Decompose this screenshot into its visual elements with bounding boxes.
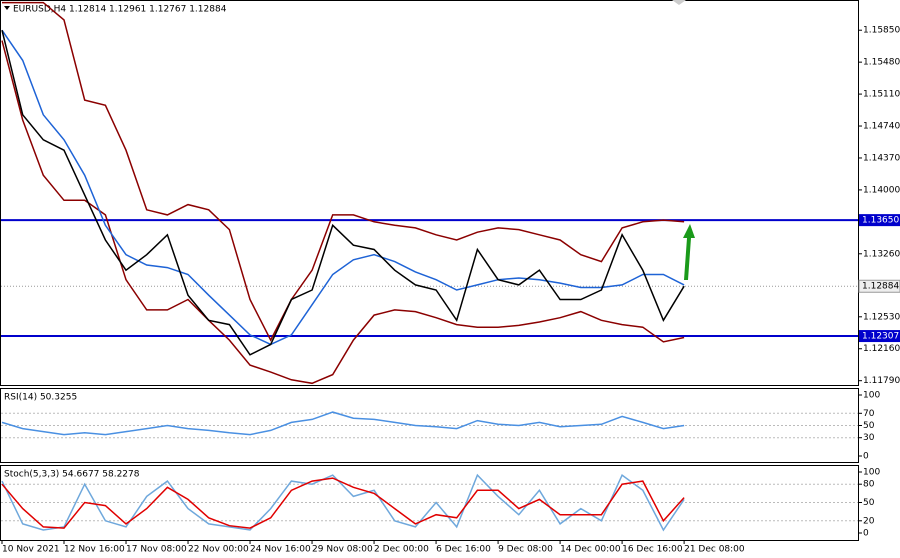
menu-arrow	[4, 6, 10, 10]
y-tick-label: 1.14370	[863, 153, 900, 163]
y-tick-label: 0	[863, 529, 869, 539]
x-tick-label: 6 Dec 16:00	[436, 545, 491, 555]
series-line	[1, 30, 685, 356]
main-panel	[0, 0, 859, 386]
y-tick-label: 1.15110	[863, 90, 900, 100]
y-tick-label: 1.15480	[863, 58, 900, 68]
y-tick-label: 1.13260	[863, 249, 900, 259]
series-line	[1, 411, 685, 436]
y-tick-label: 100	[863, 391, 880, 401]
level-label-box	[859, 214, 900, 227]
y-tick-label: 1.12530	[863, 312, 900, 322]
x-tick-label: 21 Dec 08:00	[684, 545, 745, 555]
y-tick-label: 30	[863, 433, 875, 443]
series-line	[2, 1, 685, 342]
current-price-box	[858, 279, 900, 293]
x-tick-label: 9 Dec 08:00	[498, 545, 553, 555]
shift-marker	[672, 0, 686, 5]
level-label: 1.12307	[862, 332, 899, 342]
x-tick-label: 29 Nov 08:00	[312, 545, 373, 555]
x-tick-label: 12 Nov 16:00	[64, 545, 125, 555]
panel-title: RSI(14) 50.3255	[4, 393, 77, 403]
y-tick-label: 20	[863, 516, 875, 526]
series-line	[1, 29, 685, 346]
x-tick-label: 14 Dec 00:00	[560, 545, 621, 555]
x-tick-label: 17 Nov 08:00	[126, 545, 187, 555]
y-tick-label: 1.11790	[863, 376, 900, 386]
level-label-box	[859, 330, 900, 343]
x-tick-label: 22 Nov 00:00	[188, 545, 249, 555]
current-price-label: 1.12884	[862, 282, 899, 292]
y-tick-label: 0	[863, 452, 869, 462]
x-tick-label: 16 Dec 16:00	[622, 545, 683, 555]
x-tick-label: 24 Nov 16:00	[250, 545, 311, 555]
x-tick-label: 10 Nov 2021	[2, 545, 60, 555]
y-tick-label: 70	[863, 409, 875, 419]
level-label: 1.13650	[862, 216, 899, 226]
series-line	[1, 473, 685, 532]
y-tick-label: 1.14000	[863, 185, 900, 195]
y-tick-label: 1.12160	[863, 344, 900, 354]
panel-title: EURUSD,H4 1.12814 1.12961 1.12767 1.1288…	[13, 5, 227, 15]
y-tick-label: 100	[863, 468, 880, 478]
series-line	[1, 40, 685, 385]
y-tick-label: 1.14740	[863, 122, 900, 132]
y-tick-label: 50	[863, 421, 875, 431]
series-line	[1, 477, 685, 529]
trend-arrow	[683, 224, 695, 280]
y-tick-label: 50	[863, 498, 875, 508]
y-tick-label: 80	[863, 480, 875, 490]
panel-title: Stoch(5,3,3) 54.6677 58.2278	[4, 470, 140, 480]
x-tick-label: 2 Dec 00:00	[374, 545, 429, 555]
y-tick-label: 1.15850	[863, 26, 900, 36]
